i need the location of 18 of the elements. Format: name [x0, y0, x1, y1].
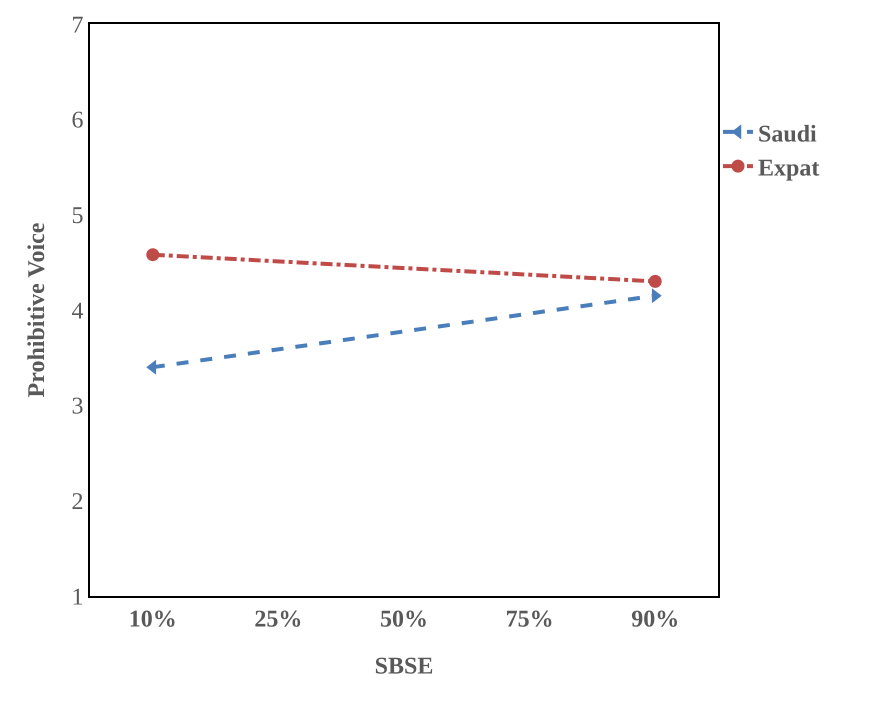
point	[648, 274, 662, 288]
y-tick-label: 5	[71, 203, 84, 230]
y-tick-label: 6	[71, 108, 84, 134]
y-tick-label: 1	[71, 584, 84, 610]
x-tick-label: 10%	[128, 606, 177, 633]
y-axis-title: Prohibitive Voice	[24, 222, 50, 398]
y-tick-label: 2	[71, 489, 84, 516]
x-tick-label: 75%	[506, 606, 554, 633]
point	[146, 248, 160, 262]
x-tick-label: 50%	[380, 606, 428, 633]
x-tick-label: 25%	[254, 606, 302, 633]
y-tick-label: 4	[71, 298, 84, 324]
y-tick-label: 3	[71, 394, 84, 420]
legend-label: Saudi	[758, 121, 818, 148]
x-axis-title: SBSE	[374, 653, 434, 680]
legend-label: Expat	[758, 155, 820, 182]
y-tick-label: 7	[71, 12, 84, 38]
x-tick-label: 90%	[631, 606, 680, 633]
